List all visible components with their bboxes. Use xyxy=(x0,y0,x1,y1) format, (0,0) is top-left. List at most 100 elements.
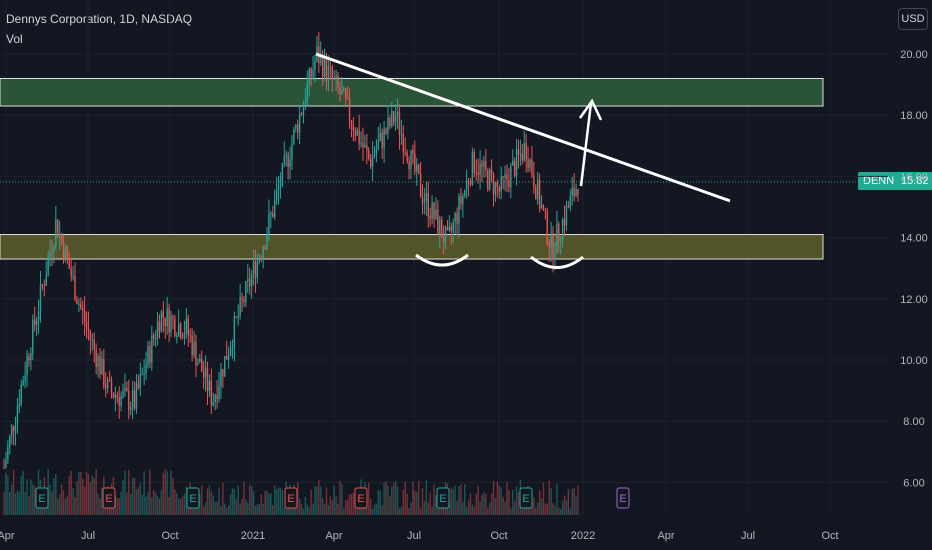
currency-button[interactable]: USD xyxy=(898,8,928,30)
candle-body xyxy=(368,150,370,160)
volume-bar xyxy=(222,482,224,515)
volume-bar xyxy=(216,501,218,515)
candle-body xyxy=(51,252,53,254)
volume-bar xyxy=(408,508,410,515)
candle-body xyxy=(122,391,124,396)
candle-body xyxy=(227,355,230,360)
candle-body xyxy=(527,159,529,168)
x-tick-label: 2021 xyxy=(241,530,265,542)
earnings-marker[interactable] xyxy=(102,487,116,509)
candle-body xyxy=(85,322,88,327)
volume-bar xyxy=(154,492,157,515)
candle-body xyxy=(174,318,176,336)
candle-body xyxy=(235,316,237,318)
candle-body xyxy=(500,176,502,192)
candle-body xyxy=(531,159,533,176)
candle-body xyxy=(47,257,49,276)
volume-bar xyxy=(206,488,209,515)
earnings-marker-label: E xyxy=(357,493,364,505)
volume-bar xyxy=(563,495,566,515)
x-tick-label: Oct xyxy=(490,530,507,542)
volume-bar xyxy=(141,494,143,515)
candle-body xyxy=(343,88,345,92)
candle-body xyxy=(141,373,143,375)
earnings-marker-label: E xyxy=(522,493,529,505)
candle-body xyxy=(490,169,493,175)
earnings-marker[interactable] xyxy=(35,487,49,509)
y-axis: 20.00 18.00 16.00 14.00 12.00 10.00 8.00 6.00 xyxy=(900,49,928,489)
candle-body xyxy=(55,219,57,247)
volume-bar xyxy=(485,493,487,515)
earnings-marker[interactable] xyxy=(616,487,630,509)
candle-body xyxy=(206,367,209,392)
volume-bar xyxy=(488,502,491,515)
earnings-marker[interactable] xyxy=(284,487,298,509)
candle-body xyxy=(39,284,42,312)
x-tick-label: Apr xyxy=(325,530,342,542)
candle-body xyxy=(381,132,383,149)
zones xyxy=(0,77,824,260)
volume-bar xyxy=(22,471,24,515)
volume-bar xyxy=(235,499,237,515)
candle-body xyxy=(97,356,99,368)
candle-body xyxy=(350,120,353,126)
earnings-marker[interactable] xyxy=(519,487,533,509)
candle-body xyxy=(143,373,145,375)
volume-bar xyxy=(176,493,178,515)
candle-body xyxy=(327,66,330,81)
volume-bar xyxy=(135,488,138,515)
volume-bar xyxy=(435,495,437,515)
candle-body xyxy=(170,316,172,333)
volume-bar xyxy=(256,504,259,515)
volume-bar xyxy=(283,507,285,515)
candle-body xyxy=(70,268,72,277)
volume-bar xyxy=(156,496,159,515)
volume-bar xyxy=(439,504,441,515)
candle-body xyxy=(82,308,84,311)
candle-body xyxy=(563,219,566,226)
candle-body xyxy=(191,335,193,356)
candle-body xyxy=(208,380,211,392)
volume-bar xyxy=(260,494,262,515)
candle-body xyxy=(488,169,491,190)
candle-body xyxy=(57,219,59,237)
candle-body xyxy=(281,163,284,186)
candle-body xyxy=(68,258,70,269)
earnings-marker[interactable] xyxy=(354,487,368,509)
candle-body xyxy=(220,369,222,387)
volume-bar xyxy=(264,491,266,515)
candle-body xyxy=(83,310,86,323)
volume-bar xyxy=(490,493,493,515)
volume-bar xyxy=(212,495,214,515)
candle-body xyxy=(264,247,266,249)
volume-bar xyxy=(356,502,358,515)
volume-bar xyxy=(179,499,182,515)
volume-bar xyxy=(423,501,426,515)
volume-bar xyxy=(145,496,147,515)
volume-bar xyxy=(381,505,383,515)
candle-body xyxy=(339,87,341,95)
volume-bar xyxy=(151,497,153,515)
volume-bar xyxy=(204,502,207,515)
candle-body xyxy=(32,319,34,354)
earnings-marker[interactable] xyxy=(186,487,200,509)
volume-bar xyxy=(406,493,408,515)
volume-bar xyxy=(456,500,458,515)
candle-body xyxy=(72,275,74,277)
candle-body xyxy=(561,219,564,240)
y-tick-label: 6.00 xyxy=(903,477,924,489)
volume-bar xyxy=(448,501,451,515)
volume-bar xyxy=(483,492,485,515)
volume-bar xyxy=(133,477,136,515)
candle-body xyxy=(379,132,381,142)
candle-body xyxy=(373,154,376,156)
candle-body xyxy=(440,219,443,238)
earnings-marker[interactable] xyxy=(436,487,450,509)
candle-body xyxy=(550,233,552,248)
volume-bar xyxy=(32,484,34,515)
candle-body xyxy=(540,205,543,208)
candle-body xyxy=(513,160,516,177)
volume-bar xyxy=(343,508,345,515)
volume-bar xyxy=(506,481,508,515)
